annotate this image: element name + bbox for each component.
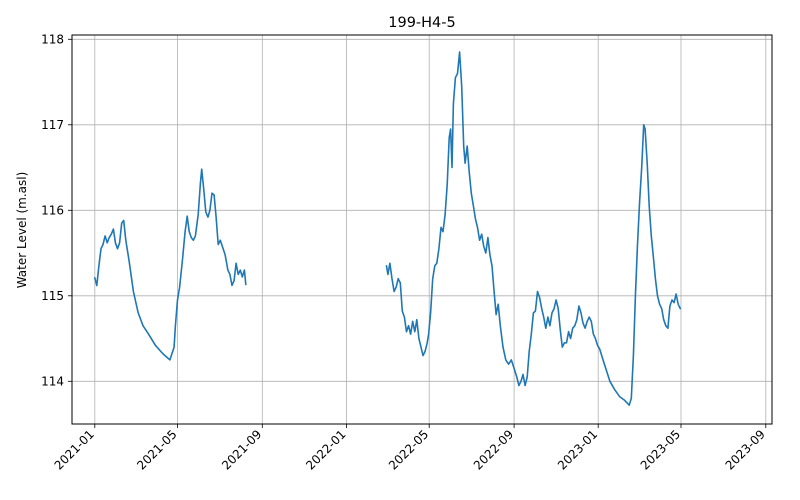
y-tick-label: 116	[41, 203, 64, 217]
grid	[72, 35, 772, 424]
chart-title: 199-H4-5	[388, 15, 456, 31]
y-tick-label: 115	[41, 289, 64, 303]
y-axis-ticks: 114 115 116 117 118	[41, 32, 72, 388]
axes-frame	[71, 34, 773, 425]
y-axis-label: Water Level (m.asl)	[15, 172, 29, 289]
plot-area	[94, 51, 682, 407]
series-line	[385, 51, 682, 407]
y-tick-label: 114	[41, 374, 64, 388]
y-tick-label: 117	[41, 118, 64, 132]
series-line	[94, 168, 247, 361]
y-tick-label: 118	[41, 32, 64, 46]
